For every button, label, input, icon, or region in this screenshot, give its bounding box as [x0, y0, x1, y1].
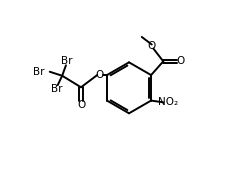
Text: NO₂: NO₂	[158, 97, 178, 107]
Text: Br: Br	[61, 56, 73, 66]
Text: Br: Br	[51, 84, 62, 94]
Text: O: O	[77, 100, 85, 110]
Text: O: O	[96, 70, 104, 80]
Text: Br: Br	[33, 67, 45, 77]
Text: O: O	[147, 41, 156, 51]
Text: O: O	[176, 56, 185, 66]
